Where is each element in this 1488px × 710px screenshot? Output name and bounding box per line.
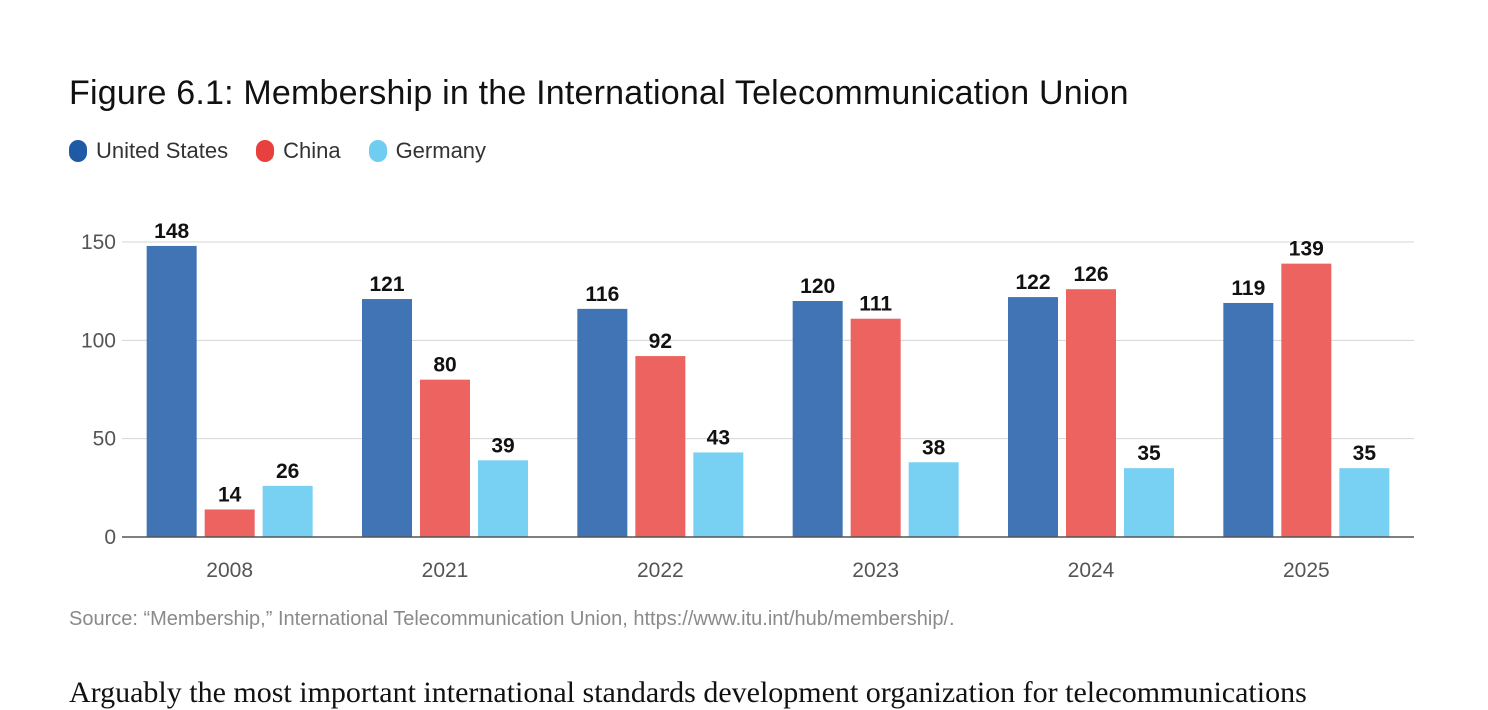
bar-chart: 0 50 100 150 148 14 26 2008 121 80 39 2021 116 92 43 20… (81, 220, 1414, 582)
data-label-germany-2023: 38 (922, 436, 946, 459)
x-tick-label-2023: 2023 (852, 559, 899, 582)
x-tick-label-2024: 2024 (1068, 559, 1115, 582)
bar-germany-2023 (908, 462, 959, 537)
data-label-united-states-2023: 120 (800, 275, 835, 298)
legend-label-germany: Germany (395, 138, 487, 163)
data-label-united-states-2024: 122 (1015, 271, 1050, 294)
legend-swatch-germany (368, 140, 387, 162)
legend-swatch-china (256, 140, 275, 162)
x-tick-label-2008: 2008 (206, 559, 253, 582)
data-label-united-states-2025: 119 (1231, 277, 1265, 300)
y-tick-label-0: 0 (104, 526, 116, 549)
x-tick-label-2025: 2025 (1283, 559, 1330, 582)
data-label-china-2025: 139 (1289, 238, 1324, 261)
data-label-germany-2024: 35 (1137, 442, 1161, 465)
bar-germany-2021 (478, 460, 528, 537)
data-label-china-2023: 111 (859, 293, 892, 316)
bar-united-states-2023 (792, 301, 843, 537)
chart-title: Figure 6.1: Membership in the Internatio… (69, 74, 1129, 112)
bar-china-2025 (1281, 263, 1332, 537)
legend-item-united-states: United States (69, 138, 228, 164)
bar-china-2024 (1066, 289, 1116, 537)
data-label-germany-2025: 35 (1353, 442, 1377, 465)
bar-germany-2008 (262, 485, 313, 537)
bar-china-2023 (850, 318, 901, 537)
chart-legend: United States China Germany (69, 138, 514, 164)
bar-united-states-2024 (1008, 297, 1058, 537)
data-label-united-states-2008: 148 (154, 220, 189, 243)
bar-china-2021 (420, 379, 470, 537)
y-tick-label-150: 150 (81, 231, 116, 254)
x-tick-label-2022: 2022 (637, 559, 684, 582)
data-label-china-2021: 80 (433, 354, 456, 377)
data-label-germany-2022: 43 (707, 426, 730, 449)
legend-item-china: China (256, 138, 341, 164)
data-label-china-2008: 14 (218, 483, 242, 506)
bar-germany-2024 (1124, 468, 1174, 537)
bar-united-states-2025 (1223, 302, 1274, 537)
bar-germany-2025 (1339, 468, 1390, 537)
legend-label-china: China (283, 138, 341, 163)
y-tick-label-100: 100 (81, 329, 116, 352)
body-text-fragment: Arguably the most important internationa… (69, 676, 1307, 709)
data-label-germany-2021: 39 (491, 434, 514, 457)
bar-united-states-2021 (362, 299, 412, 537)
source-note: Source: “Membership,” International Tele… (69, 608, 955, 630)
data-label-germany-2008: 26 (276, 460, 299, 483)
legend-swatch-united-states (69, 140, 87, 162)
data-label-united-states-2021: 121 (369, 273, 404, 296)
bar-united-states-2022 (577, 308, 628, 537)
data-label-united-states-2022: 116 (585, 283, 619, 306)
legend-label-united-states: United States (96, 138, 229, 163)
x-tick-label-2021: 2021 (422, 559, 469, 582)
data-label-china-2022: 92 (649, 330, 672, 353)
bar-germany-2022 (693, 452, 744, 537)
bar-united-states-2008 (146, 245, 197, 537)
bar-china-2008 (204, 509, 255, 537)
y-tick-label-50: 50 (93, 428, 116, 451)
legend-item-germany: Germany (368, 138, 487, 164)
data-label-china-2024: 126 (1073, 263, 1108, 286)
bar-china-2022 (635, 356, 686, 537)
